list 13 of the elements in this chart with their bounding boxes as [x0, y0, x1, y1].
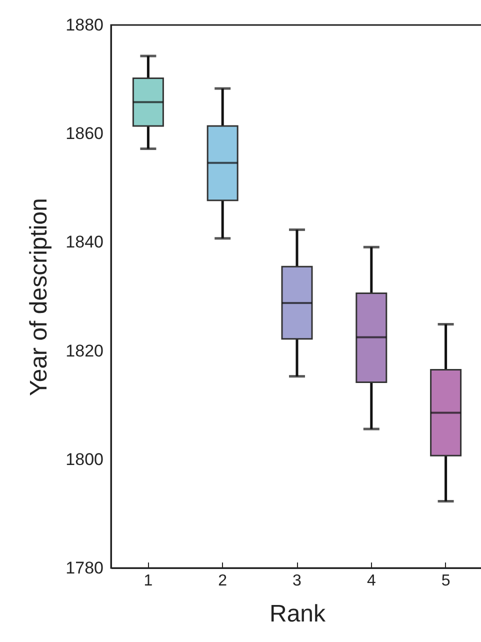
x-tick-label: 2 — [218, 572, 228, 590]
y-tick-label: 1860 — [66, 124, 104, 144]
x-tick-label: 3 — [292, 572, 302, 590]
y-tick-label: 1800 — [66, 450, 104, 469]
x-tick-label: 1 — [144, 572, 153, 590]
y-tick-label: 1840 — [66, 232, 104, 252]
x-tick-label: 4 — [366, 572, 376, 590]
y-tick-label: 1820 — [66, 341, 104, 360]
x-tick-label: 5 — [441, 572, 450, 590]
x-axis-title: Rank — [269, 600, 327, 628]
y-axis-title: Year of description — [26, 198, 53, 396]
y-tick-label: 1780 — [66, 558, 104, 578]
y-tick-label: 1880 — [66, 16, 104, 34]
